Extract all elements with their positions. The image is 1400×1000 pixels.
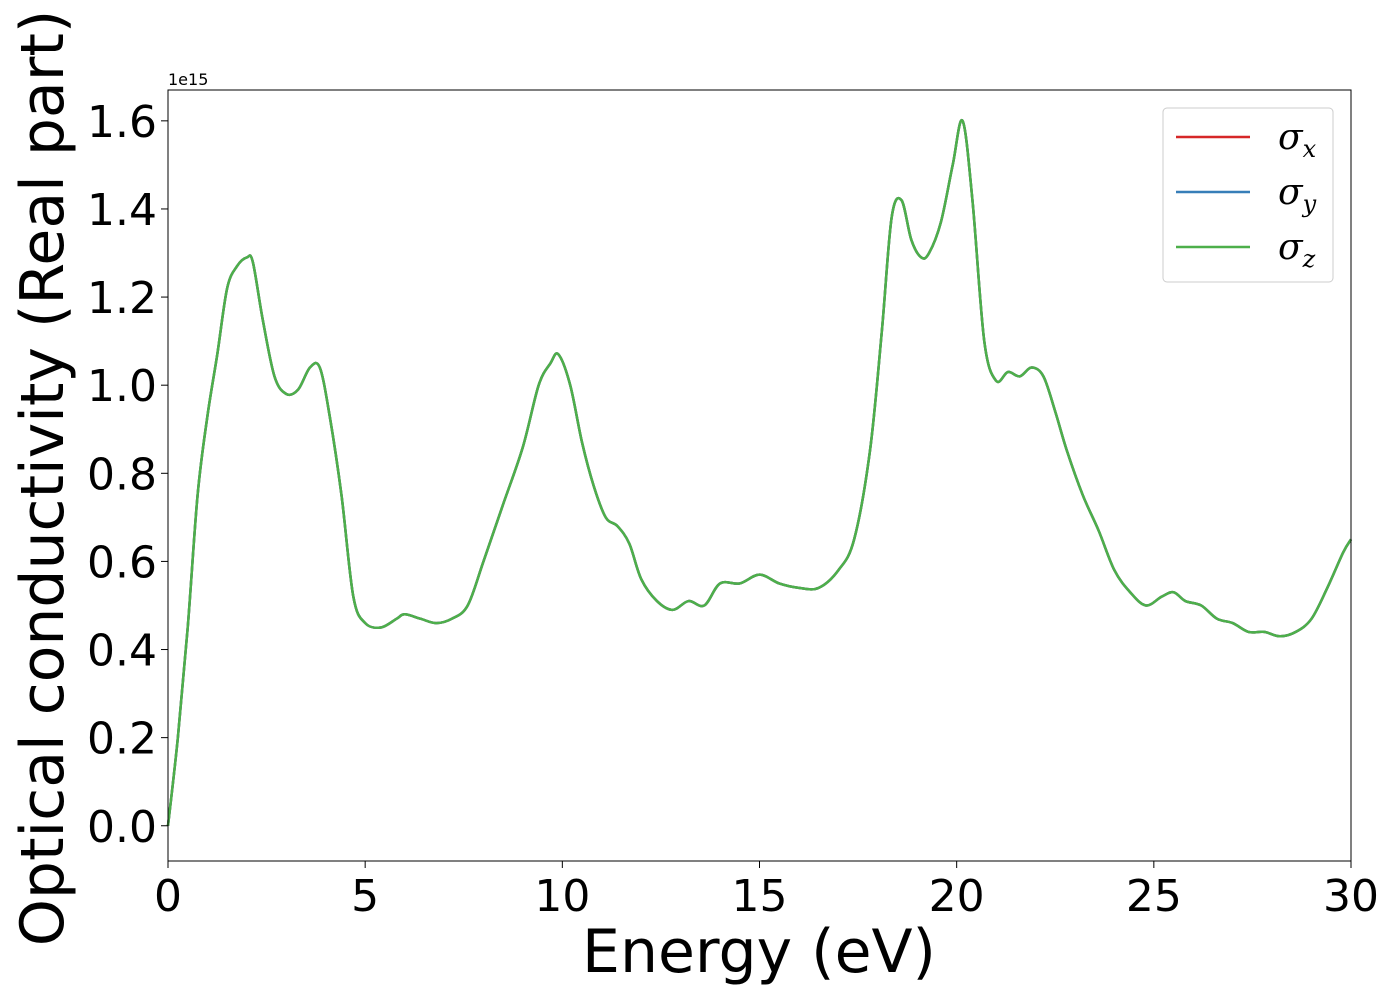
y-tick-label: 1.0 — [87, 361, 157, 412]
x-tick-label: 0 — [154, 871, 182, 922]
y-offset-text: 1e15 — [168, 70, 208, 89]
x-tick-label: 5 — [351, 871, 379, 922]
y-tick-label: 0.2 — [87, 714, 157, 765]
y-tick-label: 1.6 — [87, 97, 157, 148]
x-tick-label: 25 — [1126, 871, 1182, 922]
y-tick-label: 0.6 — [87, 537, 157, 588]
legend-frame — [1162, 107, 1334, 283]
x-axis: 0 5 10 15 20 25 30 — [154, 861, 1379, 922]
x-tick-label: 15 — [732, 871, 788, 922]
y-tick-label: 1.4 — [87, 185, 157, 236]
series-lines — [166, 119, 1353, 826]
x-tick-label: 20 — [929, 871, 985, 922]
y-tick-label: 0.4 — [87, 626, 157, 677]
series-line-z — [166, 119, 1353, 826]
y-tick-label: 1.2 — [87, 273, 157, 324]
x-axis-title: Energy (eV) — [582, 917, 936, 987]
x-tick-label: 10 — [534, 871, 590, 922]
y-tick-label: 0.0 — [87, 802, 157, 853]
y-axis-title: Optical conductivity (Real part) — [8, 10, 78, 947]
x-tick-label: 30 — [1323, 871, 1379, 922]
y-axis: 0.0 0.2 0.4 0.6 0.8 1.0 1.2 1.4 1.6 — [87, 97, 168, 853]
y-tick-label: 0.8 — [87, 449, 157, 500]
